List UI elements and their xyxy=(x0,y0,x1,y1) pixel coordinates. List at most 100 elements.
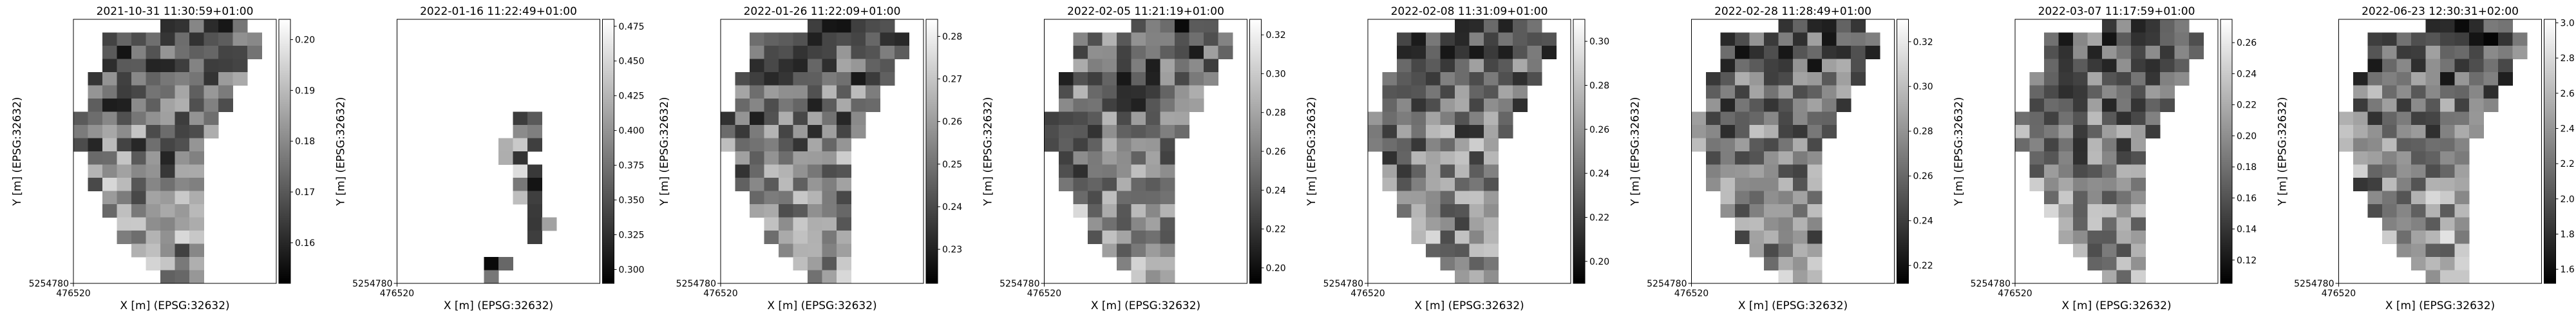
heatmap-cell xyxy=(1102,72,1117,86)
heatmap-cell xyxy=(204,59,219,73)
heatmap-cell xyxy=(895,46,909,59)
heatmap-cell xyxy=(1484,111,1499,126)
heatmap-cell xyxy=(1204,32,1218,46)
heatmap-cell xyxy=(1131,243,1146,258)
colorbar-tick-label: 0.475 xyxy=(619,22,645,32)
heatmap-cell xyxy=(1440,59,1455,73)
heatmap-cell xyxy=(1426,151,1441,165)
heatmap-cell xyxy=(1117,243,1132,258)
heatmap-cell xyxy=(2058,72,2074,86)
heatmap-cell xyxy=(2396,217,2412,231)
heatmap-cell xyxy=(2411,204,2426,218)
heatmap-cell xyxy=(822,204,837,218)
heatmap-cell xyxy=(204,85,219,99)
heatmap-cell xyxy=(2382,164,2397,178)
heatmap-cell xyxy=(2044,59,2059,73)
heatmap-cell xyxy=(2160,32,2175,46)
heatmap-cell xyxy=(218,19,233,33)
heatmap-cell xyxy=(837,243,851,258)
heatmap-cell xyxy=(2087,72,2103,86)
heatmap-cell xyxy=(2145,99,2161,112)
heatmap-cell xyxy=(1484,19,1499,33)
heatmap-cell xyxy=(204,19,219,33)
heatmap-cell xyxy=(2396,164,2412,178)
heatmap-cell xyxy=(175,243,190,258)
heatmap-cell xyxy=(1498,85,1513,99)
heatmap-cell xyxy=(2440,85,2455,99)
heatmap-cell xyxy=(2425,191,2441,205)
colorbar-frame xyxy=(278,19,291,284)
heatmap-cell xyxy=(2087,178,2103,191)
heatmap-cell xyxy=(1469,217,1484,231)
heatmap-cell xyxy=(160,178,175,191)
heatmap-cell xyxy=(117,217,132,231)
heatmap-cell xyxy=(750,111,764,126)
heatmap-cell xyxy=(1102,178,1117,191)
heatmap-cell xyxy=(2087,151,2103,165)
heatmap-cell xyxy=(1542,32,1557,46)
heatmap-cell xyxy=(1411,99,1426,112)
heatmap-cell xyxy=(1484,151,1499,165)
heatmap-cell xyxy=(2058,59,2074,73)
heatmap-cell xyxy=(1073,125,1088,138)
heatmap-cell xyxy=(1793,72,1808,86)
heatmap-cell xyxy=(2116,111,2132,126)
heatmap-cell xyxy=(1513,72,1528,86)
heatmap-cell xyxy=(1484,59,1499,73)
heatmap-cell xyxy=(2116,217,2132,231)
heatmap-cell xyxy=(146,125,161,138)
heatmap-cell xyxy=(1131,99,1146,112)
heatmap-cell xyxy=(2116,151,2132,165)
colorbar-tick-label: 0.375 xyxy=(619,161,645,171)
heatmap-cell xyxy=(2015,111,2030,126)
heatmap-cell xyxy=(1455,191,1470,205)
heatmap-cell xyxy=(837,257,851,270)
heatmap-cell xyxy=(1469,46,1484,59)
heatmap-cell xyxy=(2073,59,2088,73)
heatmap-cell xyxy=(1469,191,1484,205)
heatmap-cell xyxy=(2102,164,2117,178)
heatmap-cell xyxy=(2015,125,2030,138)
colorbar-tick-label: 0.12 xyxy=(2237,256,2257,266)
heatmap-cell xyxy=(1368,125,1383,138)
heatmap-cell xyxy=(837,217,851,231)
colorbar-tick-label: 0.350 xyxy=(619,196,645,206)
heatmap-cell xyxy=(1469,151,1484,165)
heatmap-cell xyxy=(880,59,895,73)
heatmap-cell xyxy=(1735,72,1750,86)
heatmap-cell xyxy=(1160,46,1175,59)
heatmap-cell xyxy=(1822,85,1837,99)
heatmap-cell xyxy=(1102,46,1117,59)
heatmap-cells xyxy=(2015,19,2204,284)
heatmap-cell xyxy=(1807,270,1823,284)
heatmap-cell xyxy=(1117,204,1132,218)
heatmap-cell xyxy=(2073,99,2088,112)
heatmap-cell xyxy=(1720,85,1736,99)
heatmap-cell xyxy=(822,191,837,205)
heatmap-cell xyxy=(1088,85,1103,99)
heatmap-cell xyxy=(2029,85,2045,99)
heatmap-cell xyxy=(102,111,117,126)
heatmap-cell xyxy=(1778,138,1794,152)
heatmap-cell xyxy=(1440,138,1455,152)
colorbar-tick-label: 0.16 xyxy=(2237,193,2257,204)
heatmap-cell xyxy=(117,111,132,126)
heatmap-cell xyxy=(1411,85,1426,99)
heatmap-cell xyxy=(2131,138,2146,152)
heatmap-cell xyxy=(2353,85,2368,99)
heatmap-cell xyxy=(2382,72,2397,86)
heatmap-cell xyxy=(822,217,837,231)
heatmap-cell xyxy=(1764,138,1779,152)
heatmap-cell xyxy=(1527,72,1542,86)
heatmap-cell xyxy=(779,85,793,99)
heatmap-cell xyxy=(2425,46,2441,59)
heatmap-cell xyxy=(2044,111,2059,126)
heatmap-cell xyxy=(1455,231,1470,244)
heatmap-cell xyxy=(2174,32,2190,46)
heatmap-cell xyxy=(1735,151,1750,165)
heatmap-cell xyxy=(735,178,750,191)
heatmap-cell xyxy=(2367,99,2383,112)
heatmap-cell xyxy=(189,72,204,86)
heatmap-cell xyxy=(146,85,161,99)
